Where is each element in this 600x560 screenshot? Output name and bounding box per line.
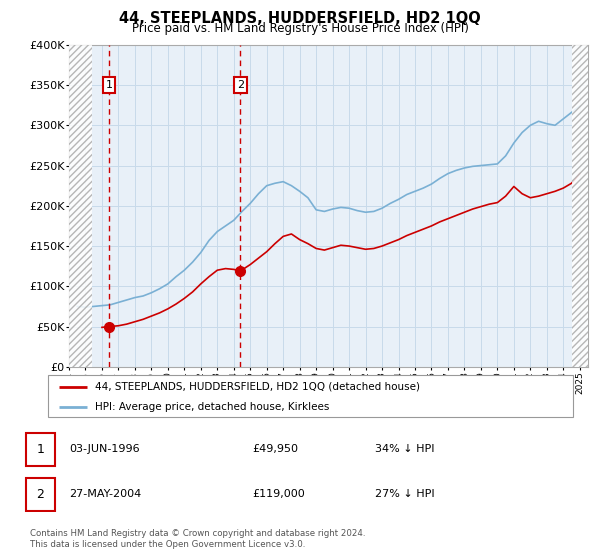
Text: 44, STEEPLANDS, HUDDERSFIELD, HD2 1QQ: 44, STEEPLANDS, HUDDERSFIELD, HD2 1QQ	[119, 11, 481, 26]
Text: HPI: Average price, detached house, Kirklees: HPI: Average price, detached house, Kirk…	[95, 402, 329, 412]
Text: Contains HM Land Registry data © Crown copyright and database right 2024.
This d: Contains HM Land Registry data © Crown c…	[30, 529, 365, 549]
Text: 34% ↓ HPI: 34% ↓ HPI	[375, 445, 434, 454]
Bar	[69, 45, 92, 367]
Text: 1: 1	[37, 443, 44, 456]
Text: £119,000: £119,000	[252, 489, 305, 499]
Text: 27-MAY-2004: 27-MAY-2004	[69, 489, 141, 499]
Text: 27% ↓ HPI: 27% ↓ HPI	[375, 489, 434, 499]
Text: 44, STEEPLANDS, HUDDERSFIELD, HD2 1QQ (detached house): 44, STEEPLANDS, HUDDERSFIELD, HD2 1QQ (d…	[95, 382, 420, 392]
Text: 03-JUN-1996: 03-JUN-1996	[69, 445, 140, 454]
Bar	[572, 45, 588, 367]
Text: £49,950: £49,950	[252, 445, 298, 454]
Text: 2: 2	[237, 80, 244, 90]
Text: Price paid vs. HM Land Registry's House Price Index (HPI): Price paid vs. HM Land Registry's House …	[131, 22, 469, 35]
Text: 1: 1	[106, 80, 112, 90]
Text: 2: 2	[37, 488, 44, 501]
